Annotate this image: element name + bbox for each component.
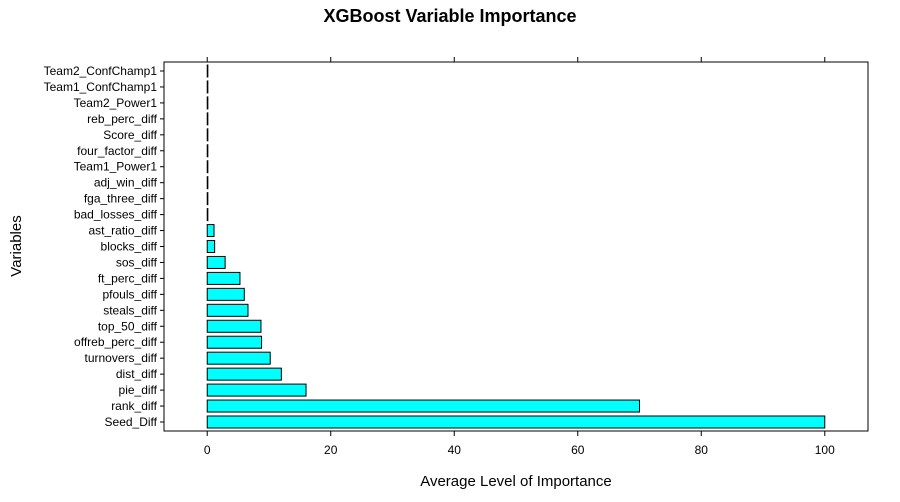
category-label-sos_diff: sos_diff (116, 255, 158, 269)
category-label-turnovers_diff: turnovers_diff (85, 351, 158, 365)
category-label-Team2_Power1: Team2_Power1 (74, 96, 158, 110)
bar-top_50_diff (206, 319, 262, 333)
category-label-ft_perc_diff: ft_perc_diff (98, 271, 158, 285)
category-label-blocks_diff: blocks_diff (101, 240, 158, 254)
bar-ft_perc_diff (206, 271, 241, 285)
category-label-Seed_Diff: Seed_Diff (105, 415, 158, 429)
category-label-fga_three_diff: fga_three_diff (84, 192, 158, 206)
bar-pfouls_diff (206, 287, 245, 301)
category-label-four_factor_diff: four_factor_diff (77, 144, 157, 158)
x-tick-label: 100 (815, 443, 835, 457)
category-label-Team2_ConfChamp1: Team2_ConfChamp1 (44, 64, 158, 78)
bar-dist_diff (206, 367, 282, 381)
x-tick-label: 60 (571, 443, 585, 457)
category-label-Score_diff: Score_diff (103, 128, 157, 142)
x-tick-label: 40 (448, 443, 462, 457)
category-label-adj_win_diff: adj_win_diff (94, 176, 158, 190)
bar-bad_losses_diff (206, 208, 209, 222)
x-tick-label: 80 (695, 443, 709, 457)
bar-Team1_Power1 (206, 160, 209, 174)
x-axis-label: Average Level of Importance (420, 473, 612, 490)
category-label-Team1_Power1: Team1_Power1 (74, 160, 158, 174)
bar-ast_ratio_diff (206, 224, 215, 238)
x-axis-ticks: 0 20 40 60 80 100 (204, 57, 835, 457)
bar-rank_diff (206, 399, 641, 413)
bar-fga_three_diff (206, 192, 209, 206)
category-label-pfouls_diff: pfouls_diff (103, 287, 158, 301)
bar-adj_win_diff (206, 176, 209, 190)
category-label-steals_diff: steals_diff (103, 303, 157, 317)
bar-Team1_ConfChamp1 (206, 80, 209, 94)
bar-Seed_Diff (206, 415, 826, 429)
category-label-rank_diff: rank_diff (111, 399, 157, 413)
bar-turnovers_diff (206, 351, 271, 365)
bar-four_factor_diff (206, 144, 209, 158)
category-label-ast_ratio_diff: ast_ratio_diff (89, 224, 158, 238)
category-labels: Seed_Diff rank_diff pie_diff dist_diff turno… (44, 64, 164, 429)
category-label-dist_diff: dist_diff (116, 367, 158, 381)
bars-layer (206, 64, 826, 429)
category-label-reb_perc_diff: reb_perc_diff (87, 112, 157, 126)
bar-Team2_ConfChamp1 (206, 64, 209, 78)
bar-pie_diff (206, 383, 307, 397)
y-axis-label: Variables (8, 215, 25, 276)
category-label-offreb_perc_diff: offreb_perc_diff (74, 335, 158, 349)
category-label-Team1_ConfChamp1: Team1_ConfChamp1 (44, 80, 158, 94)
category-label-pie_diff: pie_diff (119, 383, 158, 397)
x-tick-label: 20 (324, 443, 338, 457)
bar-blocks_diff (206, 240, 216, 253)
bar-steals_diff (206, 303, 249, 317)
bar-Score_diff (206, 128, 209, 142)
bar-reb_perc_diff (206, 112, 209, 126)
chart-title: XGBoost Variable Importance (323, 6, 576, 26)
category-label-top_50_diff: top_50_diff (98, 319, 158, 333)
bar-offreb_perc_diff (206, 335, 263, 349)
bar-Team2_Power1 (206, 96, 209, 110)
category-label-bad_losses_diff: bad_losses_diff (74, 208, 158, 222)
bar-sos_diff (206, 255, 226, 269)
x-tick-label: 0 (204, 443, 211, 457)
